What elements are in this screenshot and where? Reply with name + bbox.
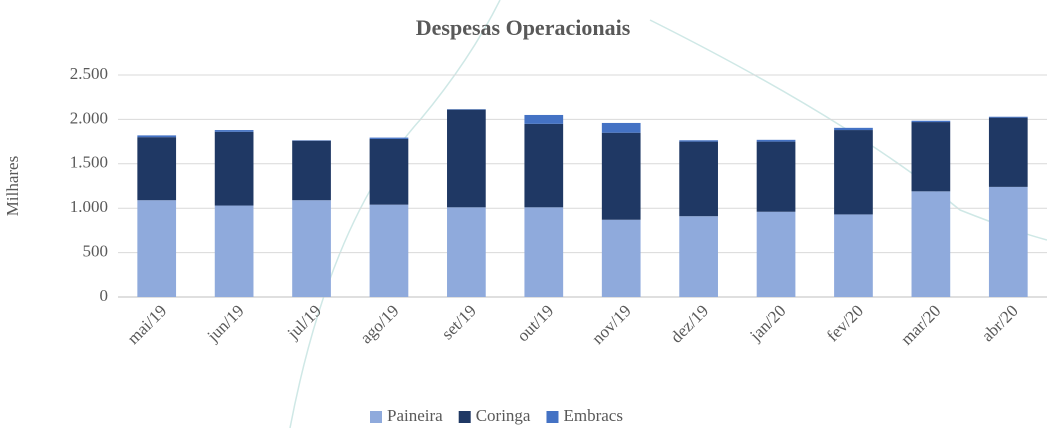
bar-segment <box>911 191 951 297</box>
bar-segment <box>447 109 486 208</box>
x-tick-label: jan/20 <box>745 301 789 345</box>
bar-segment <box>911 122 951 192</box>
bar-segment <box>756 141 796 212</box>
x-tick-label: out/19 <box>513 301 557 345</box>
bar-segment <box>369 138 409 205</box>
bar-segment <box>679 140 718 142</box>
x-tick-label: dez/19 <box>667 301 712 346</box>
bar-segment <box>679 141 718 217</box>
bar-segment <box>524 207 564 297</box>
y-tick-label: 0 <box>100 286 109 305</box>
legend-swatch <box>370 411 382 423</box>
bar-segment <box>756 211 796 297</box>
y-tick-label: 1.500 <box>70 153 108 172</box>
x-tick-label: jun/19 <box>203 301 248 346</box>
bar-segment <box>524 114 564 124</box>
x-tick-label: set/19 <box>438 301 480 343</box>
legend-swatch <box>546 411 559 423</box>
bar-segment <box>369 204 409 297</box>
x-tick-label: mar/20 <box>897 301 944 348</box>
bar-segment <box>756 139 796 142</box>
bar-segment <box>834 127 873 131</box>
x-tick-label: nov/19 <box>588 301 635 348</box>
y-axis-title: Milhares <box>3 156 22 216</box>
legend-swatch <box>458 411 471 423</box>
bar-segment <box>214 131 254 206</box>
bar-segment <box>988 116 1028 118</box>
legend-label: Paineira <box>387 406 443 425</box>
y-tick-label: 2.500 <box>70 64 108 83</box>
bar-segment <box>447 207 486 297</box>
bar-segment <box>137 200 177 297</box>
bar-segment <box>988 117 1028 187</box>
bar-segment <box>292 200 331 297</box>
bar-segment <box>524 123 564 208</box>
bar-segment <box>834 214 873 297</box>
bar-segment <box>369 137 409 139</box>
bar-segment <box>137 137 177 201</box>
x-tick-label: abr/20 <box>978 301 1022 345</box>
bar-segment <box>834 130 873 215</box>
x-tick-label: jul/19 <box>283 301 325 343</box>
y-tick-label: 2.000 <box>70 108 108 127</box>
bar-segment <box>601 132 641 220</box>
legend-label: Coringa <box>476 406 531 425</box>
bar-segment <box>214 205 254 297</box>
bar-segment <box>601 122 641 133</box>
bar-segment <box>292 140 331 201</box>
x-tick-label: ago/19 <box>356 301 402 347</box>
y-tick-label: 500 <box>83 242 109 261</box>
y-tick-label: 1.000 <box>70 197 108 216</box>
legend-label: Embracs <box>563 406 622 425</box>
bar-segment <box>988 186 1028 297</box>
bar-segment <box>679 216 718 297</box>
bar-segment <box>911 120 951 123</box>
bar-segment <box>137 135 177 138</box>
x-tick-label: mai/19 <box>123 301 170 348</box>
bar-segment <box>214 130 254 132</box>
chart-title: Despesas Operacionais <box>416 15 631 40</box>
x-tick-label: fev/20 <box>823 301 867 345</box>
bar-segment <box>601 219 641 297</box>
